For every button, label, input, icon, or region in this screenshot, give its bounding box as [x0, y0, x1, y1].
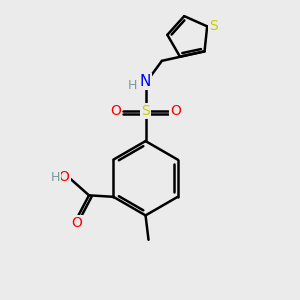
Text: N: N — [140, 74, 151, 89]
Text: O: O — [170, 104, 181, 118]
Text: O: O — [110, 104, 121, 118]
Text: S: S — [141, 104, 150, 118]
Text: H: H — [50, 171, 60, 184]
Text: O: O — [72, 216, 83, 230]
Text: S: S — [209, 20, 218, 33]
Text: O: O — [58, 170, 70, 184]
Text: H: H — [128, 79, 137, 92]
